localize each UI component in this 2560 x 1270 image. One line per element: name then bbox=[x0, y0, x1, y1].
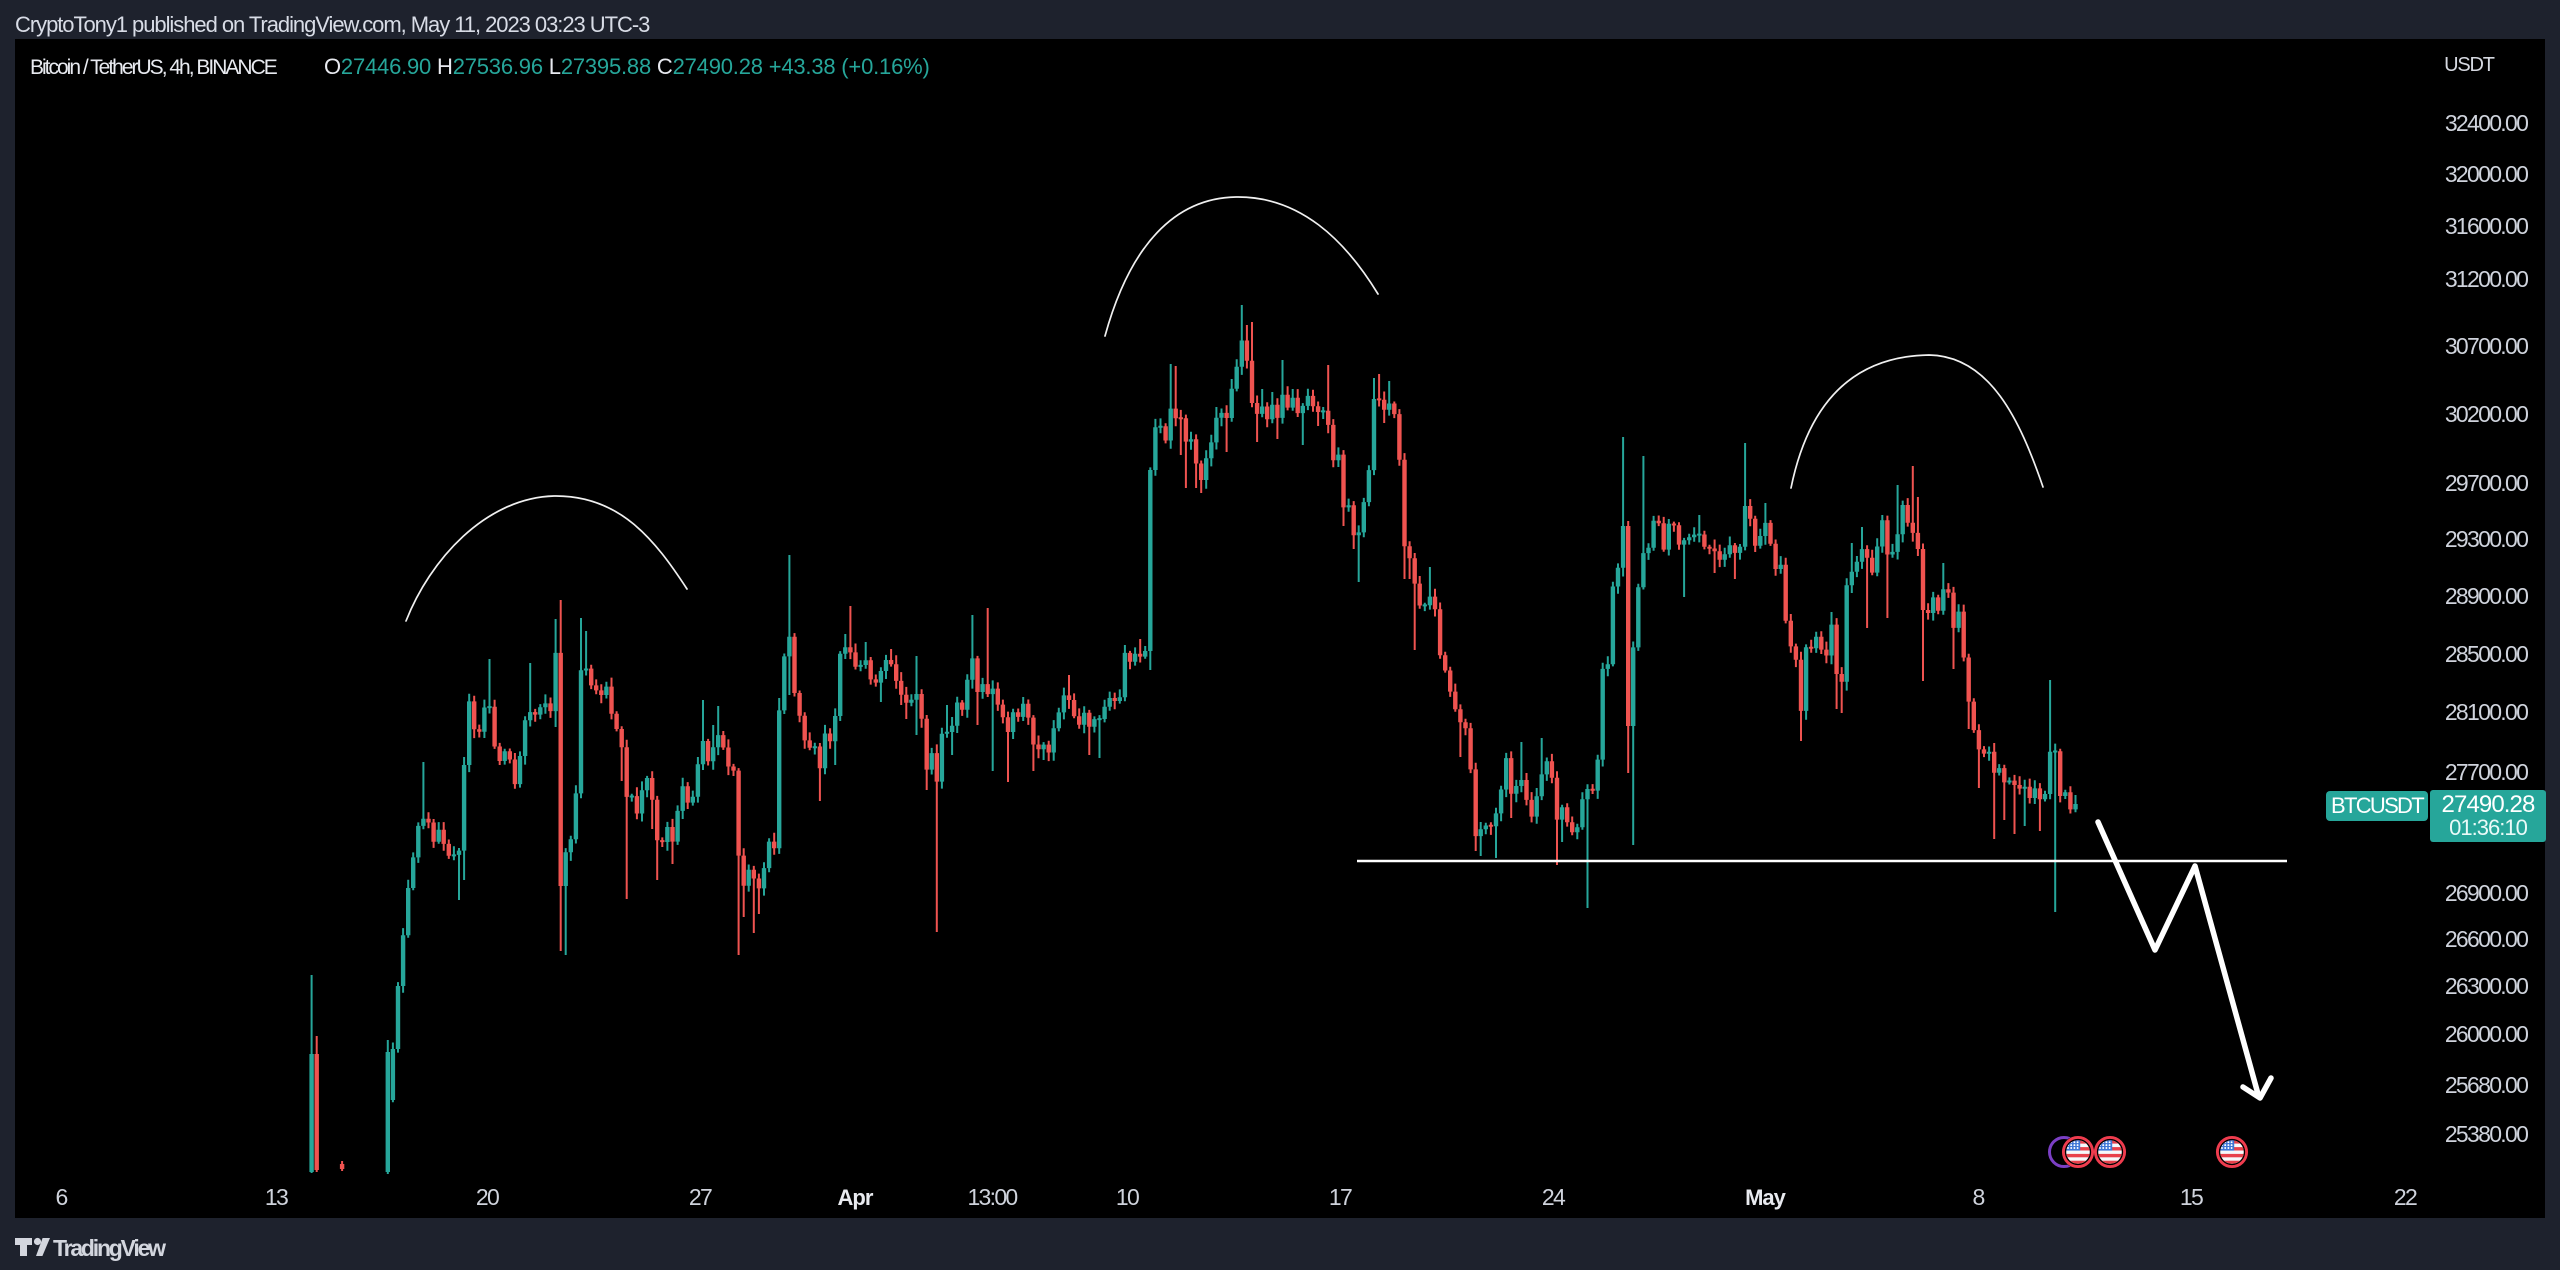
svg-text:29700.00: 29700.00 bbox=[2445, 470, 2528, 496]
svg-text:27700.00: 27700.00 bbox=[2445, 759, 2528, 785]
svg-text:31600.00: 31600.00 bbox=[2445, 213, 2528, 239]
svg-text:15: 15 bbox=[2180, 1184, 2203, 1210]
svg-text:29300.00: 29300.00 bbox=[2445, 526, 2528, 552]
svg-text:30200.00: 30200.00 bbox=[2445, 401, 2528, 427]
svg-text:8: 8 bbox=[1972, 1184, 1984, 1210]
svg-text:10: 10 bbox=[1116, 1184, 1139, 1210]
svg-text:28500.00: 28500.00 bbox=[2445, 641, 2528, 667]
svg-text:Bitcoin / TetherUS, 4h, BINANC: Bitcoin / TetherUS, 4h, BINANCE bbox=[30, 56, 278, 79]
svg-text:32400.00: 32400.00 bbox=[2445, 110, 2528, 136]
svg-text:27490.28: 27490.28 bbox=[2442, 791, 2535, 818]
svg-text:31200.00: 31200.00 bbox=[2445, 266, 2528, 292]
svg-text:32000.00: 32000.00 bbox=[2445, 161, 2528, 187]
svg-text:20: 20 bbox=[476, 1184, 499, 1210]
svg-text:27: 27 bbox=[689, 1184, 712, 1210]
svg-text:01:36:10: 01:36:10 bbox=[2449, 815, 2527, 840]
svg-text:25380.00: 25380.00 bbox=[2445, 1121, 2528, 1147]
svg-text:22: 22 bbox=[2394, 1184, 2417, 1210]
svg-text:CryptoTony1 published on Tradi: CryptoTony1 published on TradingView.com… bbox=[15, 12, 650, 37]
svg-text:26300.00: 26300.00 bbox=[2445, 973, 2528, 999]
svg-text:13:00: 13:00 bbox=[967, 1184, 1017, 1210]
svg-text:6: 6 bbox=[55, 1184, 67, 1210]
svg-text:28900.00: 28900.00 bbox=[2445, 583, 2528, 609]
svg-text:26900.00: 26900.00 bbox=[2445, 880, 2528, 906]
svg-text:O27446.90 H27536.96 L27395.88: O27446.90 H27536.96 L27395.88 C27490.28 … bbox=[324, 54, 930, 79]
svg-text:28100.00: 28100.00 bbox=[2445, 699, 2528, 725]
svg-text:26000.00: 26000.00 bbox=[2445, 1021, 2528, 1047]
svg-text:Apr: Apr bbox=[838, 1185, 874, 1210]
svg-text:25680.00: 25680.00 bbox=[2445, 1072, 2528, 1098]
svg-text:May: May bbox=[1745, 1185, 1787, 1210]
svg-text:30700.00: 30700.00 bbox=[2445, 333, 2528, 359]
svg-text:24: 24 bbox=[1542, 1184, 1566, 1210]
svg-text:TradingView: TradingView bbox=[53, 1235, 166, 1261]
svg-text:USDT: USDT bbox=[2444, 54, 2495, 76]
svg-text:BTCUSDT: BTCUSDT bbox=[2331, 793, 2424, 818]
svg-text:26600.00: 26600.00 bbox=[2445, 926, 2528, 952]
svg-text:13: 13 bbox=[265, 1184, 288, 1210]
svg-text:17: 17 bbox=[1329, 1184, 1352, 1210]
